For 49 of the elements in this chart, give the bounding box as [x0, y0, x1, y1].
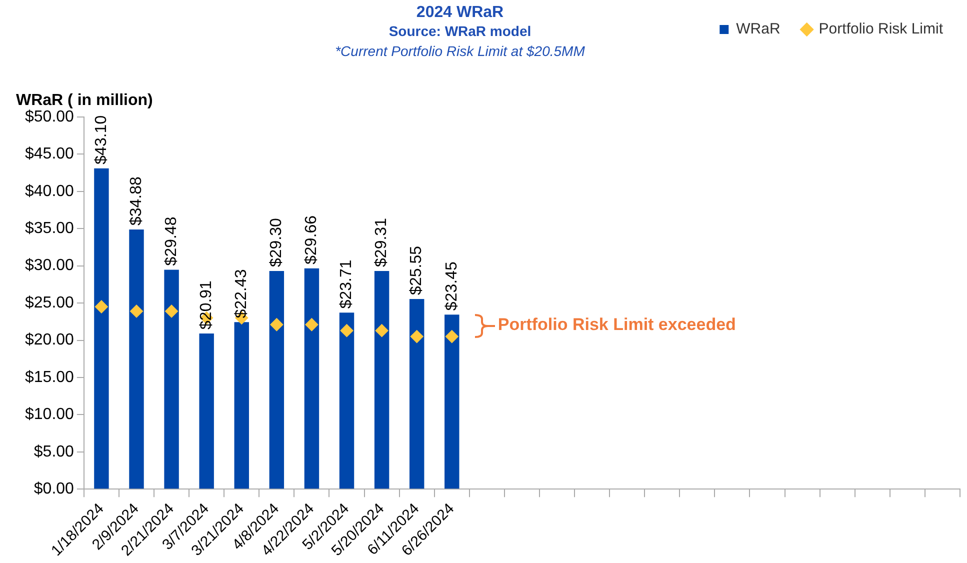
data-label: $22.43 — [233, 269, 250, 318]
point — [130, 304, 143, 318]
data-label: $43.10 — [92, 115, 110, 164]
bar — [339, 312, 354, 489]
bar — [409, 298, 424, 489]
y-tick-label: $40.00 — [25, 182, 74, 200]
bar — [304, 268, 320, 489]
y-axis-title: WRaR ( in million) — [16, 92, 153, 110]
data-label: $29.66 — [303, 215, 320, 264]
legend-label: WRaR — [736, 20, 780, 38]
point — [340, 324, 354, 338]
y-tick-label: $10.00 — [25, 406, 74, 424]
y-tick-label: $20.00 — [25, 332, 74, 349]
legend-label: Portfolio Risk Limit — [818, 20, 944, 38]
y-tick-label: $45.00 — [25, 146, 74, 163]
point — [375, 324, 388, 338]
data-label: $29.31 — [373, 218, 390, 267]
data-label: $29.48 — [162, 216, 180, 266]
y-tick-label: $30.00 — [25, 257, 74, 274]
data-label: $23.71 — [338, 260, 356, 309]
bar — [269, 271, 284, 489]
bar — [199, 333, 214, 489]
y-tick-label: $35.00 — [25, 220, 74, 238]
bar — [164, 270, 179, 489]
bar — [94, 168, 109, 489]
y-tick-label: $50.00 — [25, 108, 74, 126]
y-tick-label: $15.00 — [25, 368, 74, 386]
point — [270, 318, 284, 332]
data-label: $20.91 — [198, 280, 215, 330]
data-label: $34.88 — [128, 176, 145, 226]
bar — [129, 230, 144, 489]
bar — [444, 314, 460, 489]
data-label: $29.30 — [268, 218, 286, 268]
y-tick-label: $25.00 — [25, 294, 74, 312]
point — [445, 330, 458, 344]
bar — [374, 270, 390, 489]
point — [305, 318, 318, 332]
y-tick-label: $5.00 — [34, 443, 74, 460]
point — [94, 300, 108, 314]
chart-title: 2024 WRaR — [415, 4, 505, 22]
point — [165, 304, 178, 318]
annotation: Portfolio Risk Limit exceeded — [498, 314, 736, 335]
bar — [234, 322, 249, 489]
point — [410, 330, 424, 344]
data-label: $25.55 — [408, 246, 426, 295]
data-label: $23.45 — [443, 262, 460, 311]
y-tick-label: $0.00 — [34, 480, 74, 498]
chart-subtitle: Source: WRaR model — [388, 23, 532, 39]
text: *Current Portfolio Risk Limit at $20.5MM — [334, 43, 586, 59]
